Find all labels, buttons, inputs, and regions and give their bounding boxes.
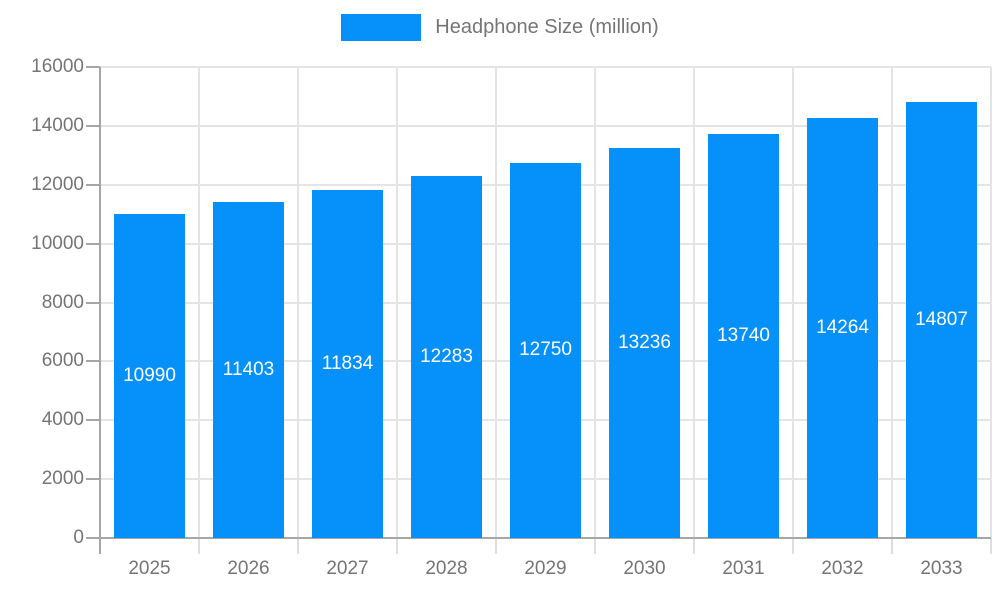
category-gridline (396, 67, 398, 538)
bar-value-label: 11403 (222, 359, 275, 381)
h-gridline (100, 66, 991, 68)
x-axis-label: 2032 (821, 558, 864, 579)
bar-value-label: 10990 (123, 365, 176, 387)
x-axis-label: 2028 (425, 558, 468, 579)
x-axis-tick (891, 538, 893, 554)
category-gridline (198, 67, 200, 538)
bar-value-label: 13236 (618, 332, 671, 354)
category-gridline (594, 67, 596, 538)
x-axis-tick (198, 538, 200, 554)
y-axis-tick (86, 537, 100, 539)
category-gridline (495, 67, 497, 538)
bar[interactable]: 13236 (609, 148, 680, 538)
bar[interactable]: 13740 (708, 133, 779, 538)
y-axis-line (99, 67, 101, 554)
legend-label: Headphone Size (million) (435, 16, 659, 38)
plot-area: 0 2000 4000 6000 8000 10000 12000 14000 16000 109… (31, 56, 992, 579)
x-axis-tick (396, 538, 398, 554)
bar-value-label: 14264 (816, 317, 869, 339)
category-gridline (792, 67, 794, 538)
y-axis-tick (86, 124, 100, 127)
x-axis-label: 2030 (623, 558, 666, 579)
bar[interactable]: 10990 (114, 214, 185, 538)
x-axis-tick (594, 538, 596, 554)
y-axis-label: 4000 (41, 409, 84, 431)
category-gridline (297, 67, 299, 538)
x-axis-baseline (100, 537, 991, 539)
x-axis-tick (495, 538, 497, 554)
y-axis-tick (86, 66, 100, 68)
y-axis-label: 0 (73, 527, 84, 548)
x-axis-tick (792, 538, 794, 554)
x-axis-label: 2026 (227, 558, 270, 579)
bar-value-label: 13740 (717, 324, 770, 346)
y-axis-tick (86, 183, 100, 186)
x-axis-tick (990, 538, 992, 554)
legend-swatch[interactable] (341, 14, 422, 41)
category-gridline (693, 67, 695, 538)
x-axis-label: 2029 (524, 558, 567, 579)
y-axis-label: 16000 (31, 56, 84, 77)
y-axis-label: 6000 (41, 350, 84, 372)
y-axis-tick (86, 360, 100, 363)
category-gridline (891, 67, 893, 538)
bar-value-label: 12750 (519, 339, 572, 361)
y-axis-label: 14000 (31, 114, 84, 136)
bar-value-label: 11834 (321, 352, 374, 374)
x-axis-label: 2025 (128, 558, 171, 579)
y-axis-label: 12000 (31, 173, 84, 195)
bar[interactable]: 12750 (510, 162, 581, 538)
x-axis-tick (297, 538, 299, 554)
y-axis-label: 10000 (31, 232, 84, 254)
y-axis-tick (86, 478, 100, 481)
x-axis-label: 2027 (326, 558, 369, 579)
bar[interactable]: 14264 (807, 118, 878, 538)
x-axis-label: 2033 (920, 558, 963, 579)
y-axis-tick (86, 419, 100, 422)
bar[interactable]: 11403 (213, 202, 284, 538)
bar-value-label: 12283 (420, 346, 473, 368)
y-axis-tick (86, 242, 100, 245)
bar-value-label: 14807 (915, 309, 968, 331)
y-axis-label: 2000 (41, 468, 84, 490)
bar[interactable]: 11834 (312, 189, 383, 538)
legend[interactable]: Headphone Size (million) (0, 14, 1000, 41)
y-axis-tick (86, 301, 100, 304)
bar[interactable]: 12283 (411, 176, 482, 538)
y-axis-label: 8000 (41, 291, 84, 313)
category-gridline (990, 67, 992, 538)
x-axis-label: 2031 (722, 558, 765, 579)
x-axis-tick (693, 538, 695, 554)
bar[interactable]: 14807 (906, 102, 977, 538)
h-gridline (100, 124, 991, 127)
